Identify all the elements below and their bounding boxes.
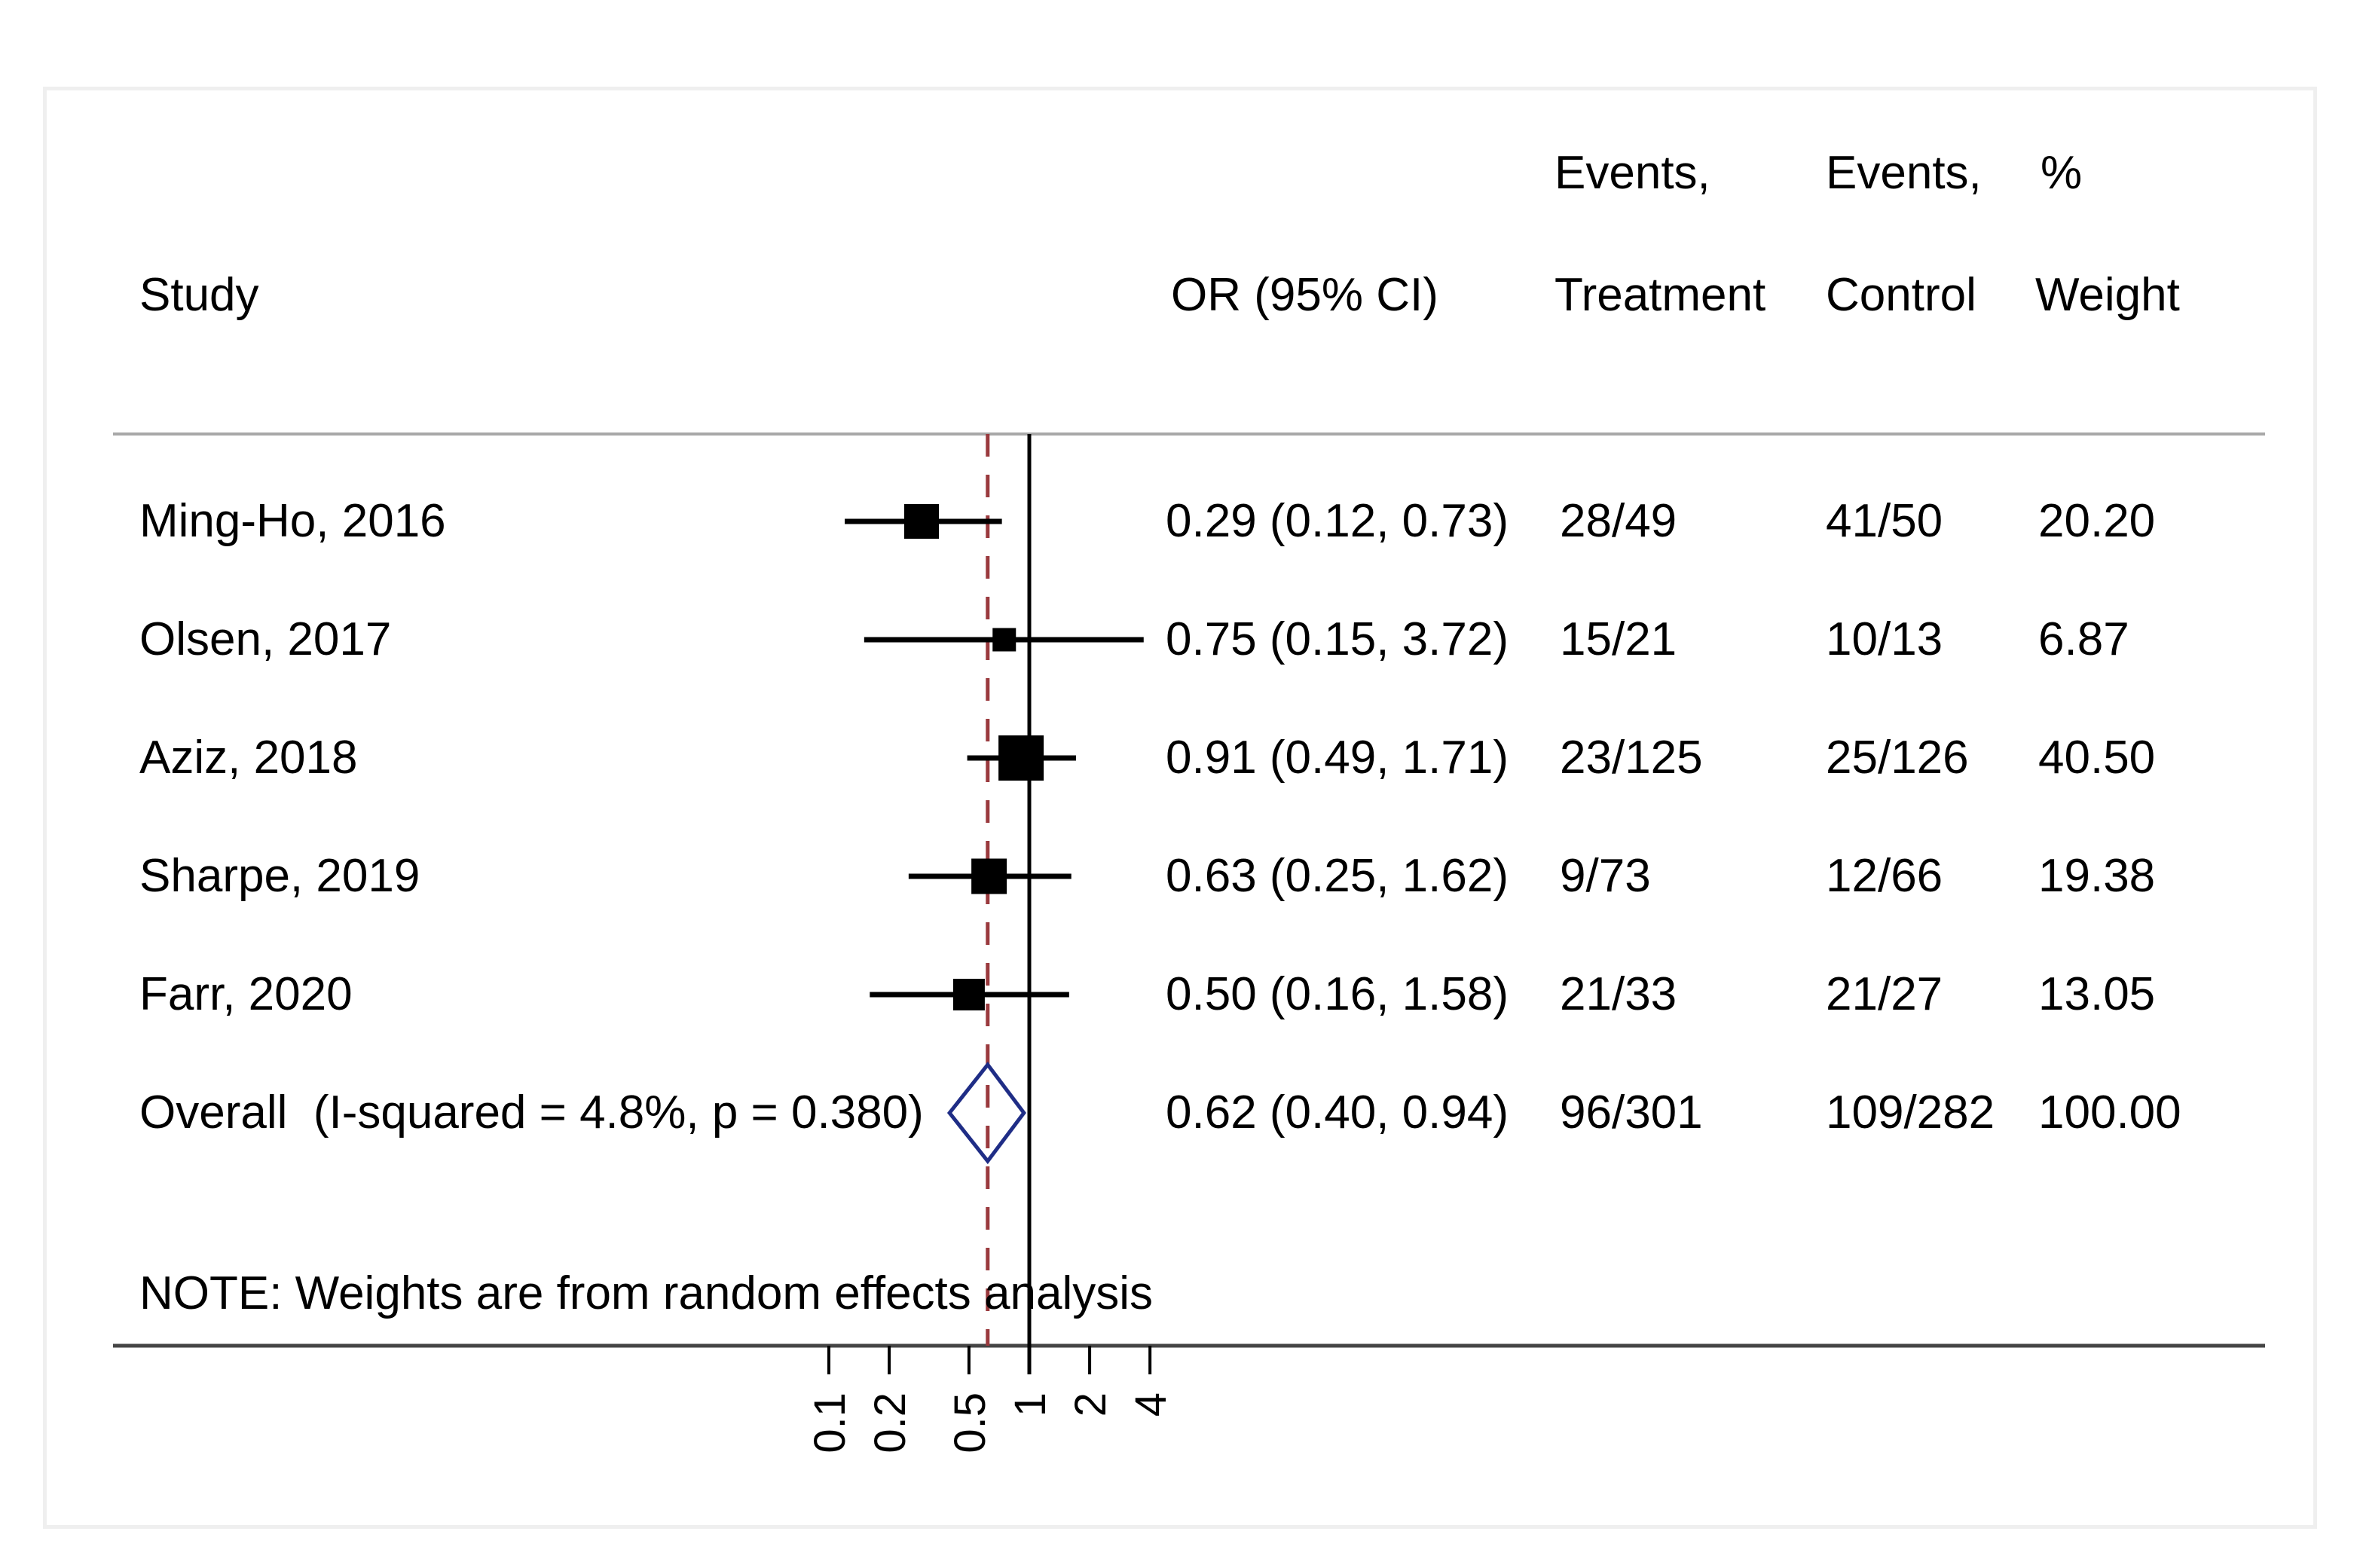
axis-tick-label: 0.1 <box>806 1392 854 1453</box>
events-control-value: 25/126 <box>1826 732 1969 784</box>
overall-events-treatment-value: 96/301 <box>1560 1087 1703 1139</box>
weight-value: 20.20 <box>2038 495 2156 547</box>
plot-panel <box>43 87 2317 1529</box>
events-treatment-value: 21/33 <box>1560 968 1677 1020</box>
axis-tick-label: 0.2 <box>866 1392 915 1453</box>
events-control-value: 21/27 <box>1826 968 1943 1020</box>
overall-weight-value: 100.00 <box>2038 1087 2181 1139</box>
events-treatment-value: 28/49 <box>1560 495 1677 547</box>
study-column-header: Study <box>139 269 259 321</box>
weight-value: 13.05 <box>2038 968 2156 1020</box>
or-ci-value: 0.91 (0.49, 1.71) <box>1166 732 1509 784</box>
overall-diamond <box>946 1061 1026 1165</box>
events-treatment-value: 23/125 <box>1560 732 1703 784</box>
events-control-header-line1: Events, <box>1826 147 1982 199</box>
axis-tick-label: 2 <box>1066 1392 1115 1417</box>
or-ci-value: 0.50 (0.16, 1.58) <box>1166 968 1509 1020</box>
or-marker <box>998 735 1044 781</box>
study-label: Aziz, 2018 <box>139 732 358 784</box>
events-control-value: 41/50 <box>1826 495 1943 547</box>
or-ci-value: 0.29 (0.12, 0.73) <box>1166 495 1509 547</box>
or-ci-value: 0.75 (0.15, 3.72) <box>1166 613 1509 665</box>
study-label: Ming-Ho, 2016 <box>139 495 446 547</box>
or-ci-column-header: OR (95% CI) <box>1171 269 1438 321</box>
events-treatment-value: 9/73 <box>1560 850 1651 902</box>
events-treatment-header-line2: Treatment <box>1555 269 1766 321</box>
events-treatment-header-line1: Events, <box>1555 147 1710 199</box>
axis-tick-label: 1 <box>1006 1392 1055 1417</box>
or-marker <box>952 979 985 1010</box>
events-control-value: 12/66 <box>1826 850 1943 902</box>
or-marker <box>992 628 1016 652</box>
weight-header-line2: Weight <box>2035 269 2180 321</box>
random-effects-note: NOTE: Weights are from random effects an… <box>139 1267 1153 1319</box>
axis-tick-label: 4 <box>1127 1392 1175 1417</box>
weight-header-line1: % <box>2041 147 2083 199</box>
study-label: Farr, 2020 <box>139 968 353 1020</box>
overall-events-control-value: 109/282 <box>1826 1087 1995 1139</box>
study-label: Olsen, 2017 <box>139 613 392 665</box>
weight-value: 19.38 <box>2038 850 2156 902</box>
weight-value: 40.50 <box>2038 732 2156 784</box>
weight-value: 6.87 <box>2038 613 2129 665</box>
events-control-header-line2: Control <box>1826 269 1976 321</box>
axis-tick-label: 0.5 <box>946 1392 995 1453</box>
events-treatment-value: 15/21 <box>1560 613 1677 665</box>
or-marker <box>971 858 1007 894</box>
overall-label: Overall (I-squared = 4.8%, p = 0.380) <box>139 1087 924 1139</box>
or-ci-value: 0.63 (0.25, 1.62) <box>1166 850 1509 902</box>
events-control-value: 10/13 <box>1826 613 1943 665</box>
or-marker <box>903 504 939 539</box>
overall-or-ci-value: 0.62 (0.40, 0.94) <box>1166 1087 1509 1139</box>
study-label: Sharpe, 2019 <box>139 850 420 902</box>
